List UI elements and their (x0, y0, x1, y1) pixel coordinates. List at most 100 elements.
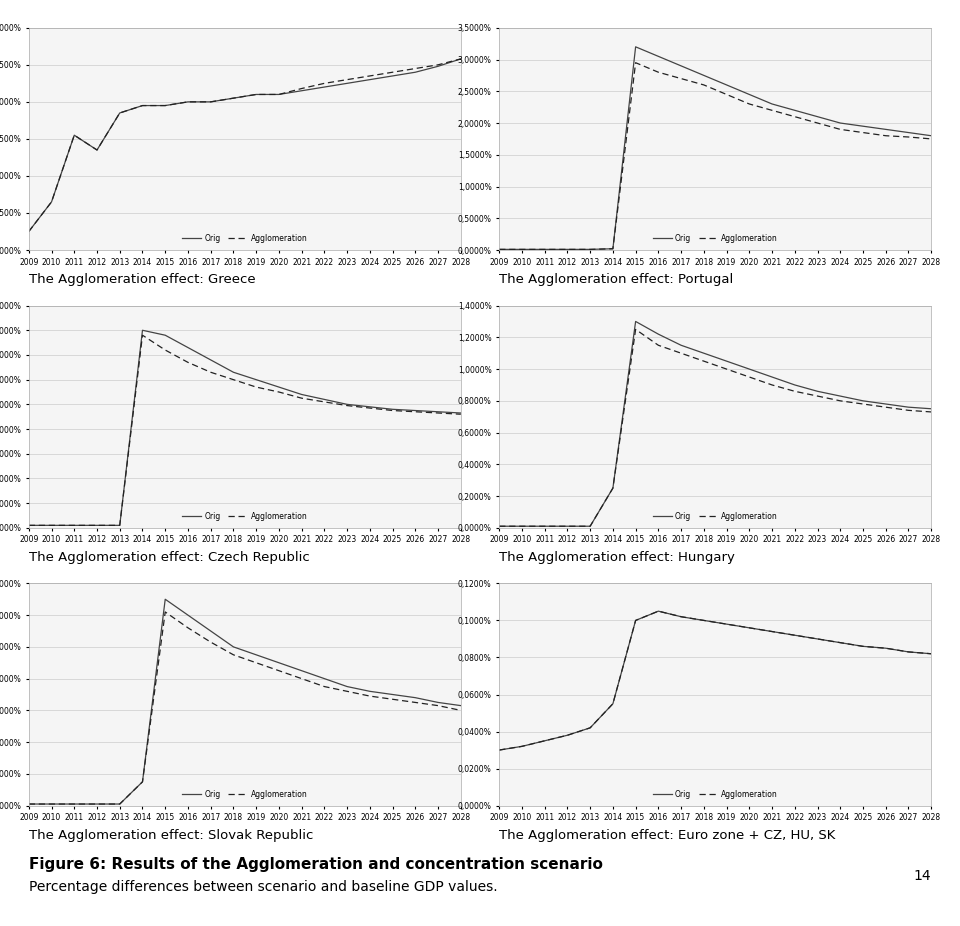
Agglomeration (68, 798, 80, 809)
Orig (91, 144, 103, 156)
Agglomeration (516, 741, 528, 752)
Orig (68, 519, 80, 531)
Text: The Agglomeration effect: Slovak Republic: The Agglomeration effect: Slovak Republi… (29, 829, 313, 842)
Orig (516, 741, 528, 752)
Agglomeration (159, 607, 171, 618)
Agglomeration (585, 722, 596, 733)
Orig (159, 594, 171, 605)
Orig (562, 244, 573, 255)
Orig (766, 98, 778, 109)
Agglomeration (857, 127, 869, 138)
Agglomeration (410, 697, 421, 708)
Orig (136, 325, 148, 336)
Agglomeration (880, 131, 892, 142)
Orig (698, 615, 709, 626)
Orig (364, 686, 375, 697)
Orig (766, 626, 778, 637)
Agglomeration (296, 83, 307, 94)
Orig (23, 798, 35, 809)
Agglomeration (91, 798, 103, 809)
Agglomeration (296, 393, 307, 404)
Agglomeration (251, 657, 262, 669)
Orig (432, 61, 444, 72)
Text: Figure 6: Results of the Agglomeration and concentration scenario: Figure 6: Results of the Agglomeration a… (29, 857, 603, 871)
Line: Orig: Orig (499, 47, 931, 249)
Agglomeration (721, 364, 732, 375)
Orig (493, 520, 505, 532)
Orig (789, 380, 801, 391)
Orig (410, 405, 421, 416)
Orig (364, 401, 375, 412)
Agglomeration (834, 637, 846, 648)
Legend: Orig, Agglomeration: Orig, Agglomeration (180, 509, 310, 524)
Agglomeration (114, 798, 126, 809)
Orig (342, 78, 353, 89)
Agglomeration (789, 630, 801, 641)
Agglomeration (834, 124, 846, 135)
Agglomeration (902, 405, 914, 416)
Agglomeration (274, 665, 285, 676)
Orig (766, 371, 778, 382)
Orig (516, 520, 528, 532)
Orig (159, 100, 171, 111)
Agglomeration (387, 694, 398, 705)
Orig (834, 118, 846, 129)
Orig (493, 745, 505, 756)
Agglomeration (857, 641, 869, 652)
Agglomeration (432, 700, 444, 711)
Orig (539, 520, 550, 532)
Orig (91, 519, 103, 531)
Orig (880, 398, 892, 409)
Orig (653, 606, 664, 617)
Orig (159, 330, 171, 341)
Agglomeration (251, 89, 262, 100)
Agglomeration (880, 402, 892, 413)
Orig (653, 51, 664, 62)
Orig (251, 89, 262, 100)
Orig (675, 611, 686, 622)
Legend: Orig, Agglomeration: Orig, Agglomeration (180, 232, 310, 246)
Orig (274, 89, 285, 100)
Agglomeration (23, 226, 35, 237)
Agglomeration (364, 70, 375, 81)
Agglomeration (675, 611, 686, 622)
Agglomeration (432, 407, 444, 419)
Orig (630, 615, 641, 626)
Agglomeration (812, 118, 824, 129)
Agglomeration (319, 681, 330, 692)
Orig (834, 391, 846, 402)
Orig (23, 226, 35, 237)
Orig (432, 697, 444, 708)
Orig (516, 244, 528, 255)
Agglomeration (789, 386, 801, 397)
Agglomeration (455, 408, 467, 419)
Text: Percentage differences between scenario and baseline GDP values.: Percentage differences between scenario … (29, 880, 497, 894)
Agglomeration (516, 520, 528, 532)
Orig (675, 340, 686, 351)
Agglomeration (319, 78, 330, 89)
Agglomeration (653, 67, 664, 78)
Orig (182, 96, 194, 107)
Orig (342, 399, 353, 410)
Agglomeration (493, 520, 505, 532)
Agglomeration (925, 648, 937, 659)
Agglomeration (562, 730, 573, 741)
Agglomeration (319, 396, 330, 407)
Agglomeration (364, 691, 375, 702)
Agglomeration (766, 380, 778, 391)
Agglomeration (46, 196, 58, 207)
Agglomeration (182, 622, 194, 633)
Orig (812, 633, 824, 644)
Agglomeration (455, 54, 467, 65)
Orig (342, 681, 353, 692)
Orig (91, 798, 103, 809)
Agglomeration (562, 520, 573, 532)
Orig (455, 54, 467, 65)
Agglomeration (159, 100, 171, 111)
Orig (585, 244, 596, 255)
Orig (493, 244, 505, 255)
Orig (228, 93, 239, 104)
Orig (562, 730, 573, 741)
Orig (744, 622, 756, 633)
Line: Agglomeration: Agglomeration (29, 612, 461, 804)
